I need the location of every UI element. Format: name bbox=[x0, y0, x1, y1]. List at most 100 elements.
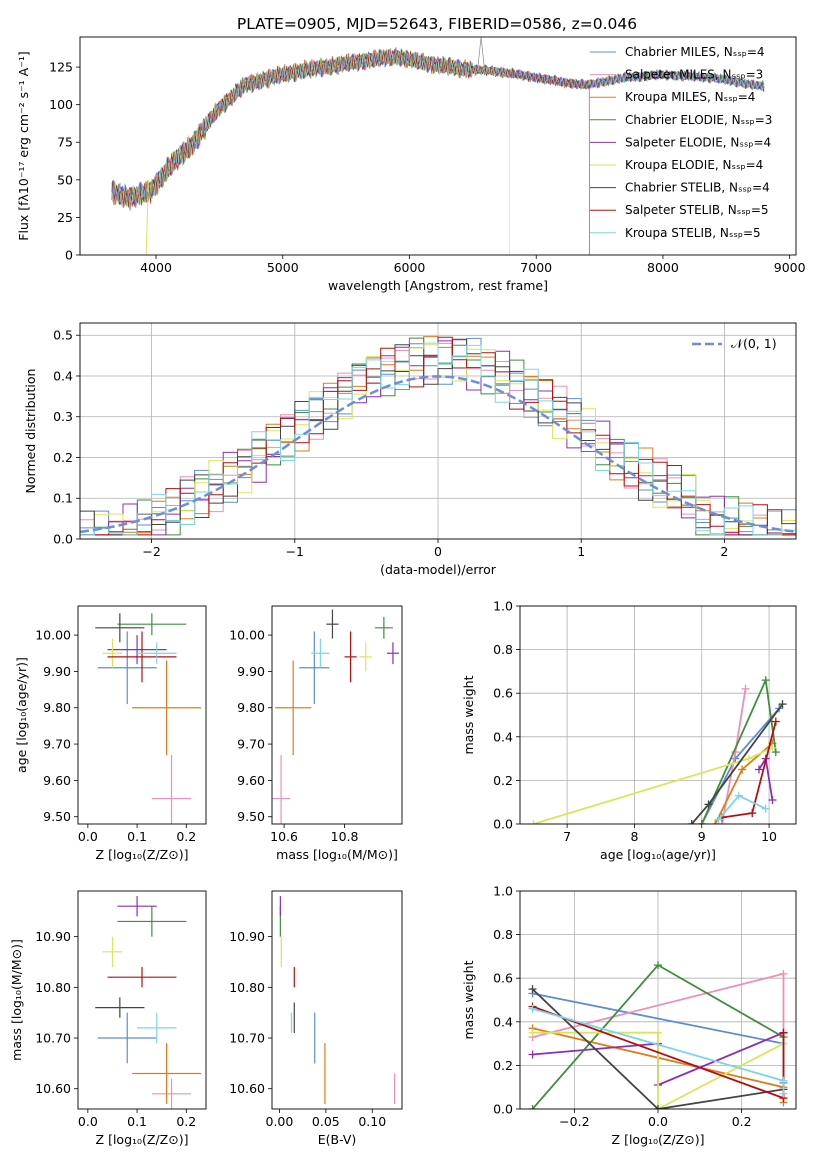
y-tick-label: 10.90 bbox=[229, 929, 265, 944]
y-tick-label: 0.5 bbox=[53, 328, 73, 343]
errorbar-group bbox=[279, 896, 396, 1104]
y-tick-label: 100 bbox=[49, 97, 73, 112]
spectrum-dropout bbox=[145, 179, 149, 255]
x-axis-label: Z [log₁₀(Z/Z⊙)] bbox=[612, 1132, 705, 1147]
x-tick-label: 10.6 bbox=[270, 829, 298, 844]
massweight-vs-metallicity-panel: −0.2 0.0 0.2 0.0 0.2 0.4 0.6 0.8 1.0 Z [log₁₀(Z/Z… bbox=[461, 884, 797, 1147]
y-tick-label: 10.60 bbox=[229, 1081, 265, 1096]
y-axis-label: age [log₁₀(age/yr)] bbox=[14, 657, 29, 773]
x-tick-label: 7000 bbox=[520, 260, 552, 275]
y-tick-label: 25 bbox=[57, 210, 73, 225]
spectrum-line bbox=[111, 48, 590, 255]
x-tick-label: −2 bbox=[142, 544, 160, 559]
x-tick-label: 0.2 bbox=[176, 1114, 196, 1129]
normal-curve bbox=[80, 375, 796, 534]
figure-title: PLATE=0905, MJD=52643, FIBERID=0586, z=0… bbox=[237, 15, 637, 33]
x-tick-label: 8 bbox=[630, 829, 638, 844]
y-tick-label: 0.2 bbox=[493, 1058, 513, 1073]
y-tick-label: 0.4 bbox=[53, 368, 73, 383]
x-tick-label: 0.0 bbox=[78, 829, 98, 844]
legend-label: Chabrier STELIB, Nₛₛₚ=4 bbox=[625, 181, 770, 195]
spectrum-lines bbox=[111, 37, 765, 255]
x-tick-label: 0 bbox=[434, 544, 442, 559]
legend-label: Salpeter MILES, Nₛₛₚ=3 bbox=[625, 68, 763, 82]
axes-frame bbox=[271, 605, 403, 825]
x-axis-label: (data-model)/error bbox=[380, 562, 497, 577]
x-tick-label: 9000 bbox=[774, 260, 806, 275]
y-tick-label: 10.60 bbox=[35, 1081, 71, 1096]
x-tick-label: 0.2 bbox=[176, 829, 196, 844]
y-tick-label: 9.70 bbox=[237, 737, 265, 752]
y-tick-label: 0.0 bbox=[493, 1102, 513, 1117]
y-tick-label: 0.2 bbox=[53, 450, 73, 465]
series-group bbox=[529, 676, 787, 824]
emission-line bbox=[477, 37, 485, 68]
y-tick-label: 10.90 bbox=[35, 929, 71, 944]
series-group bbox=[528, 961, 788, 1109]
legend-label: Chabrier ELODIE, Nₛₛₚ=3 bbox=[625, 113, 772, 127]
y-tick-label: 9.80 bbox=[237, 700, 265, 715]
legend-label: Salpeter ELODIE, Nₛₛₚ=4 bbox=[625, 135, 771, 149]
residual-distribution-panel: −2 −1 0 1 2 0.0 0.1 0.2 0.3 0.4 0.5 (data-model)/er… bbox=[23, 322, 797, 577]
y-tick-label: 10.80 bbox=[229, 980, 265, 995]
x-tick-label: 0.05 bbox=[312, 1114, 340, 1129]
x-tick-label: 0.00 bbox=[266, 1114, 294, 1129]
x-tick-label: 8000 bbox=[647, 260, 679, 275]
x-axis-label: mass [log₁₀(M/M⊙)] bbox=[276, 847, 398, 862]
x-tick-label: 4000 bbox=[140, 260, 172, 275]
y-tick-label: 50 bbox=[57, 172, 73, 187]
y-tick-label: 75 bbox=[57, 135, 73, 150]
x-tick-label: 5000 bbox=[267, 260, 299, 275]
y-tick-label: 0.4 bbox=[493, 1014, 513, 1029]
y-tick-label: 10.00 bbox=[35, 628, 71, 643]
series-line bbox=[532, 1031, 784, 1109]
y-tick-label: 9.70 bbox=[43, 737, 71, 752]
y-tick-label: 0.6 bbox=[493, 971, 513, 986]
axes-frame bbox=[519, 605, 797, 825]
axes-frame bbox=[77, 605, 207, 825]
legend-label: 𝒩(0, 1) bbox=[731, 336, 777, 351]
x-tick-label: −0.2 bbox=[559, 1114, 589, 1129]
y-tick-label: 0.1 bbox=[53, 491, 73, 506]
axes-frame bbox=[77, 890, 207, 1110]
x-tick-label: 7 bbox=[563, 829, 571, 844]
legend-label: Kroupa MILES, Nₛₛₚ=4 bbox=[625, 90, 755, 104]
x-tick-label: 0.1 bbox=[127, 829, 147, 844]
y-tick-label: 0 bbox=[65, 248, 73, 263]
x-axis-label: wavelength [Angstrom, rest frame] bbox=[328, 278, 548, 293]
y-tick-label: 0.2 bbox=[493, 773, 513, 788]
y-tick-label: 0.6 bbox=[493, 686, 513, 701]
axes-frame bbox=[79, 36, 797, 256]
y-tick-label: 10.00 bbox=[229, 628, 265, 643]
y-axis-label: Normed distribution bbox=[23, 369, 38, 494]
y-axis-label: mass [log₁₀(M/M⊙)] bbox=[9, 939, 24, 1061]
axes-frame bbox=[271, 890, 403, 1110]
legend-label: Kroupa STELIB, Nₛₛₚ=5 bbox=[625, 226, 761, 240]
y-tick-label: 0.4 bbox=[493, 729, 513, 744]
x-axis-label: E(B-V) bbox=[318, 1132, 357, 1147]
y-tick-label: 10.80 bbox=[35, 980, 71, 995]
x-tick-label: 9 bbox=[698, 829, 706, 844]
age-vs-mass-panel: 10.6 10.8 9.50 9.60 9.70 9.80 9.90 10.00 mass [l… bbox=[229, 605, 403, 862]
spectrum-legend: Chabrier MILES, Nₛₛₚ=4 Salpeter MILES, Nₛ… bbox=[590, 45, 772, 240]
y-tick-label: 0.0 bbox=[53, 532, 73, 547]
y-tick-label: 9.50 bbox=[237, 809, 265, 824]
y-tick-label: 1.0 bbox=[493, 884, 513, 899]
x-tick-label: 10 bbox=[761, 829, 777, 844]
y-tick-label: 9.50 bbox=[43, 809, 71, 824]
x-axis-label: Z [log₁₀(Z/Z⊙)] bbox=[96, 1132, 189, 1147]
y-tick-label: 1.0 bbox=[493, 599, 513, 614]
legend-label: Kroupa ELODIE, Nₛₛₚ=4 bbox=[625, 158, 763, 172]
errorbar-group bbox=[95, 613, 202, 824]
x-tick-label: 0.0 bbox=[78, 1114, 98, 1129]
y-tick-label: 9.90 bbox=[237, 664, 265, 679]
y-tick-label: 0.3 bbox=[53, 409, 73, 424]
y-tick-label: 0.8 bbox=[493, 927, 513, 942]
y-tick-label: 10.70 bbox=[229, 1031, 265, 1046]
legend-label: Salpeter STELIB, Nₛₛₚ=5 bbox=[625, 203, 769, 217]
axes-frame bbox=[79, 322, 797, 540]
y-tick-label: 9.60 bbox=[237, 773, 265, 788]
y-tick-label: 9.90 bbox=[43, 664, 71, 679]
massweight-vs-age-panel: 7 8 9 10 0.0 0.2 0.4 0.6 0.8 1.0 age [log₁₀(age/yr… bbox=[461, 599, 797, 862]
